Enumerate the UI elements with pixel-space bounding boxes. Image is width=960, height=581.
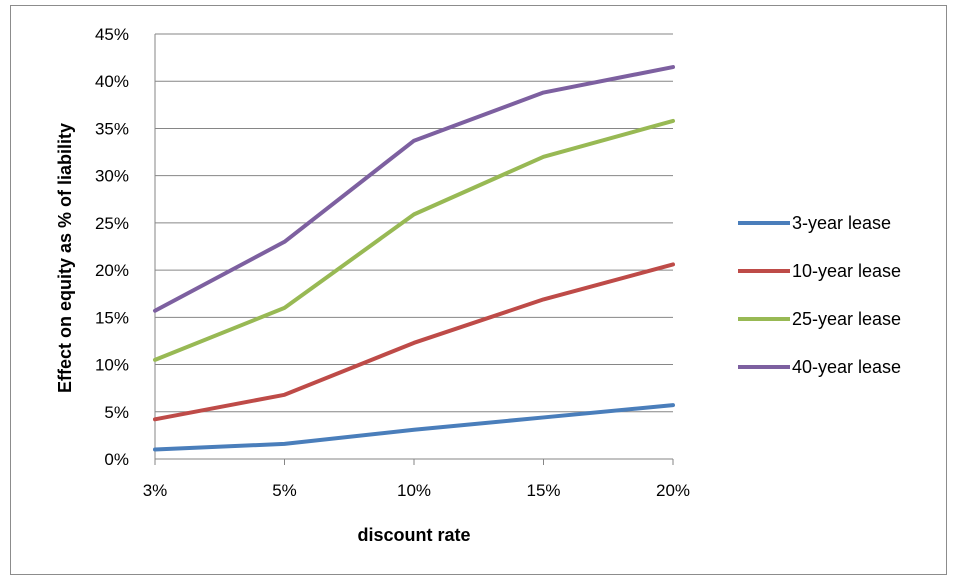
series-line-3 <box>153 118 675 362</box>
x-axis-ticks: 3% 5% 10% 15% 20% <box>143 459 690 500</box>
chart-frame <box>10 5 947 575</box>
legend-label: 25-year lease <box>792 309 901 329</box>
y-tick-label: 25% <box>95 214 129 233</box>
series-line-4 <box>153 65 675 313</box>
legend: 3-year lease 10-year lease 25-year lease 40… <box>738 213 901 377</box>
legend-label: 40-year lease <box>792 357 901 377</box>
y-tick-label: 40% <box>95 72 129 91</box>
series-lines <box>153 65 675 452</box>
y-tick-label: 30% <box>95 167 129 186</box>
y-axis-title: Effect on equity as % of liability <box>55 123 75 393</box>
x-tick-label: 20% <box>656 481 690 500</box>
y-tick-label: 10% <box>95 356 129 375</box>
y-tick-label: 35% <box>95 119 129 138</box>
y-tick-label: 5% <box>104 403 129 422</box>
x-tick-label: 10% <box>397 481 431 500</box>
legend-label: 3-year lease <box>792 213 891 233</box>
series-line-2 <box>153 262 675 422</box>
y-tick-label: 15% <box>95 308 129 327</box>
gridlines <box>154 33 673 460</box>
y-tick-label: 20% <box>95 261 129 280</box>
y-tick-label: 0% <box>104 450 129 469</box>
x-tick-label: 15% <box>526 481 560 500</box>
x-axis-title: discount rate <box>357 525 470 545</box>
y-axis-ticks: 0% 5% 10% 15% 20% 25% 30% 35% 40% 45% <box>95 25 129 469</box>
legend-label: 10-year lease <box>792 261 901 281</box>
x-tick-label: 3% <box>143 481 168 500</box>
y-tick-label: 45% <box>95 25 129 44</box>
x-tick-label: 5% <box>272 481 297 500</box>
